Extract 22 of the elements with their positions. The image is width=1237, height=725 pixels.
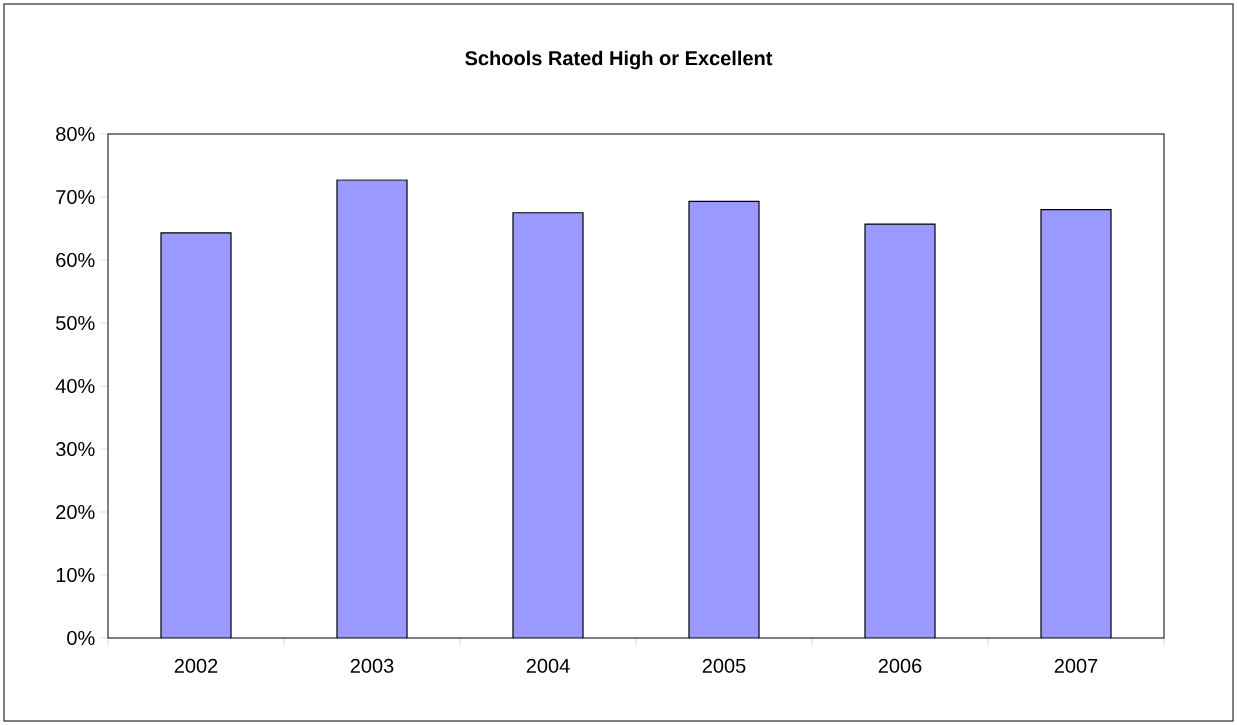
y-tick-label: 30%: [56, 441, 95, 457]
y-tick-label: 80%: [56, 126, 95, 142]
y-tick-label: 10%: [56, 567, 95, 583]
y-tick-label: 50%: [56, 315, 95, 331]
y-tick-label: 0%: [67, 630, 95, 646]
x-tick-label: 2006: [878, 658, 922, 673]
y-tick-label: 60%: [56, 252, 95, 268]
bar: [512, 212, 584, 638]
x-tick-label: 2003: [350, 658, 394, 673]
bar: [688, 200, 760, 638]
y-tick-label: 20%: [56, 504, 95, 520]
x-tick-label: 2007: [1054, 658, 1098, 673]
x-tick-label: 2005: [702, 658, 746, 673]
y-tick-label: 40%: [55, 378, 95, 394]
x-tick-label: 2002: [174, 658, 218, 673]
bar: [1040, 209, 1112, 638]
bar: [160, 232, 232, 638]
chart-title: Schools Rated High or Excellent: [465, 50, 773, 70]
y-tick-label: 70%: [56, 189, 95, 205]
bar: [864, 223, 936, 638]
x-tick-label: 2004: [526, 658, 570, 673]
bar: [336, 179, 408, 638]
